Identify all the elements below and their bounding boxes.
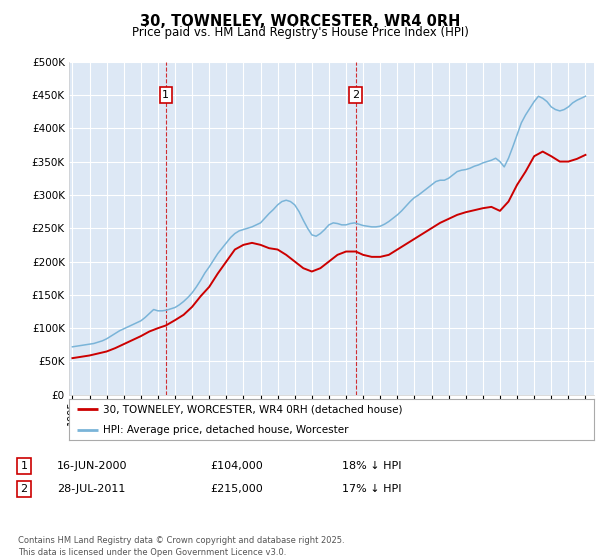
Text: 18% ↓ HPI: 18% ↓ HPI	[342, 461, 401, 471]
Text: HPI: Average price, detached house, Worcester: HPI: Average price, detached house, Worc…	[103, 424, 349, 435]
Text: 17% ↓ HPI: 17% ↓ HPI	[342, 484, 401, 494]
Text: 1: 1	[20, 461, 28, 471]
Text: Contains HM Land Registry data © Crown copyright and database right 2025.
This d: Contains HM Land Registry data © Crown c…	[18, 536, 344, 557]
Text: 30, TOWNELEY, WORCESTER, WR4 0RH (detached house): 30, TOWNELEY, WORCESTER, WR4 0RH (detach…	[103, 404, 403, 414]
Text: £104,000: £104,000	[210, 461, 263, 471]
Text: 2: 2	[20, 484, 28, 494]
Text: 1: 1	[162, 90, 169, 100]
Text: £215,000: £215,000	[210, 484, 263, 494]
Text: 30, TOWNELEY, WORCESTER, WR4 0RH: 30, TOWNELEY, WORCESTER, WR4 0RH	[140, 14, 460, 29]
Text: 16-JUN-2000: 16-JUN-2000	[57, 461, 128, 471]
Text: Price paid vs. HM Land Registry's House Price Index (HPI): Price paid vs. HM Land Registry's House …	[131, 26, 469, 39]
Text: 2: 2	[352, 90, 359, 100]
Text: 28-JUL-2011: 28-JUL-2011	[57, 484, 125, 494]
